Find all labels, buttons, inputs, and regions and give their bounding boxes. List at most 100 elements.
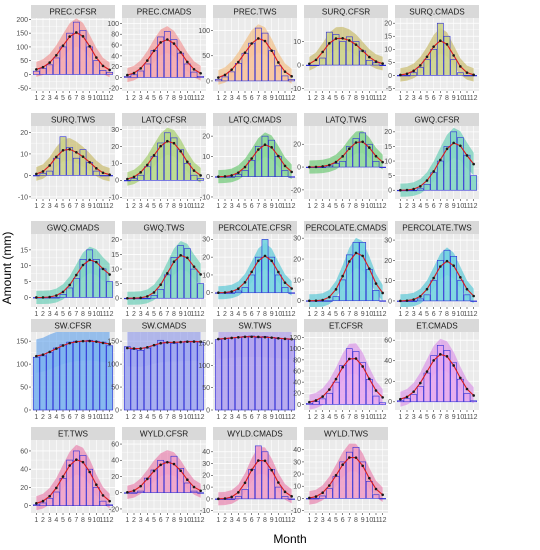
y-tick-label: 50 bbox=[111, 384, 119, 391]
x-tick-label: 12 bbox=[106, 95, 114, 102]
data-point bbox=[152, 49, 156, 53]
data-point bbox=[223, 175, 227, 178]
bar bbox=[268, 256, 276, 294]
x-tick-label: 2 bbox=[41, 203, 45, 210]
bar bbox=[214, 79, 222, 82]
x-tick-label: 11 bbox=[190, 311, 197, 318]
bar bbox=[99, 268, 107, 298]
x-tick-label: 2 bbox=[314, 517, 318, 524]
x-tick-label: 5 bbox=[152, 95, 156, 102]
x-tick-label: 10 bbox=[456, 311, 464, 318]
x-tick-label: 11 bbox=[99, 95, 106, 102]
y-tick-label: -10 bbox=[200, 508, 210, 515]
data-point bbox=[257, 37, 260, 40]
y-tick-label: -10 bbox=[291, 508, 301, 515]
bar bbox=[32, 175, 40, 177]
data-point bbox=[217, 497, 220, 501]
x-tick-label: 7 bbox=[347, 517, 351, 524]
data-point bbox=[132, 175, 136, 179]
data-point bbox=[263, 335, 267, 339]
bar bbox=[443, 35, 451, 76]
facet-title: ET.CMADS bbox=[416, 322, 458, 331]
x-tick-label: 12 bbox=[106, 414, 114, 421]
data-point bbox=[328, 42, 331, 45]
x-tick-label: 4 bbox=[54, 311, 58, 318]
data-point bbox=[179, 254, 182, 257]
bar bbox=[359, 132, 367, 168]
data-point bbox=[250, 335, 253, 339]
data-point bbox=[101, 171, 105, 175]
data-point bbox=[425, 179, 429, 182]
bar bbox=[79, 340, 87, 411]
data-point bbox=[48, 295, 51, 299]
facet-strip bbox=[395, 319, 479, 332]
y-tick-label: 0 bbox=[24, 503, 28, 510]
y-tick-label: 0 bbox=[388, 399, 392, 406]
data-point bbox=[334, 474, 338, 477]
bar bbox=[177, 468, 185, 494]
x-tick-label: 8 bbox=[445, 414, 449, 421]
y-tick-label: 200 bbox=[16, 17, 28, 24]
data-point bbox=[321, 50, 324, 54]
x-tick-label: 10 bbox=[92, 203, 100, 210]
data-point bbox=[243, 165, 247, 169]
bar bbox=[332, 476, 340, 499]
bar bbox=[443, 146, 451, 191]
y-tick-label: 0 bbox=[388, 73, 392, 80]
x-tick-label: 10 bbox=[456, 414, 464, 421]
x-tick-label: 7 bbox=[74, 517, 78, 524]
y-tick-label: 0 bbox=[115, 296, 119, 303]
data-point bbox=[361, 365, 364, 368]
data-point bbox=[341, 155, 344, 158]
facet-strip bbox=[122, 427, 206, 440]
x-tick-label: 12 bbox=[197, 95, 205, 102]
bar bbox=[410, 72, 418, 76]
data-point bbox=[237, 335, 240, 339]
x-tick-label: 4 bbox=[54, 203, 58, 210]
bar bbox=[32, 70, 40, 75]
y-tick-label: 10 bbox=[384, 47, 392, 54]
data-point bbox=[263, 459, 267, 463]
data-point bbox=[186, 256, 189, 260]
y-tick-label: 0 bbox=[206, 290, 210, 297]
x-tick-label: 4 bbox=[327, 414, 331, 421]
data-point bbox=[108, 173, 111, 177]
bar bbox=[183, 482, 191, 494]
x-tick-label: 9 bbox=[179, 414, 183, 421]
data-point bbox=[308, 62, 311, 66]
facet-title: SURQ.TWS bbox=[51, 116, 96, 125]
bar bbox=[39, 172, 47, 176]
data-point bbox=[290, 495, 293, 498]
x-tick-label: 5 bbox=[243, 517, 247, 524]
x-tick-label: 8 bbox=[81, 203, 85, 210]
x-tick-label: 8 bbox=[354, 414, 358, 421]
bar bbox=[183, 340, 191, 411]
x-tick-label: 2 bbox=[314, 95, 318, 102]
y-tick-label: 20 bbox=[384, 129, 392, 136]
bar bbox=[234, 174, 242, 177]
bar bbox=[332, 163, 340, 168]
data-point bbox=[277, 336, 280, 340]
data-point bbox=[152, 469, 156, 473]
bar bbox=[423, 294, 431, 302]
x-tick-label: 12 bbox=[288, 95, 296, 102]
x-tick-label: 1 bbox=[216, 95, 220, 102]
bar bbox=[443, 350, 451, 403]
x-tick-label: 4 bbox=[327, 203, 331, 210]
data-point bbox=[35, 354, 38, 358]
x-tick-label: 2 bbox=[132, 203, 136, 210]
data-point bbox=[314, 299, 318, 302]
x-tick-label: 4 bbox=[236, 95, 240, 102]
data-point bbox=[381, 396, 384, 399]
facet-strip bbox=[31, 221, 115, 234]
data-point bbox=[217, 291, 220, 295]
bar bbox=[430, 280, 438, 302]
x-tick-label: 8 bbox=[172, 203, 176, 210]
data-point bbox=[186, 340, 189, 344]
data-point bbox=[81, 339, 85, 343]
y-tick-label: 0 bbox=[297, 496, 301, 503]
bar bbox=[86, 339, 94, 411]
bar bbox=[150, 345, 158, 411]
